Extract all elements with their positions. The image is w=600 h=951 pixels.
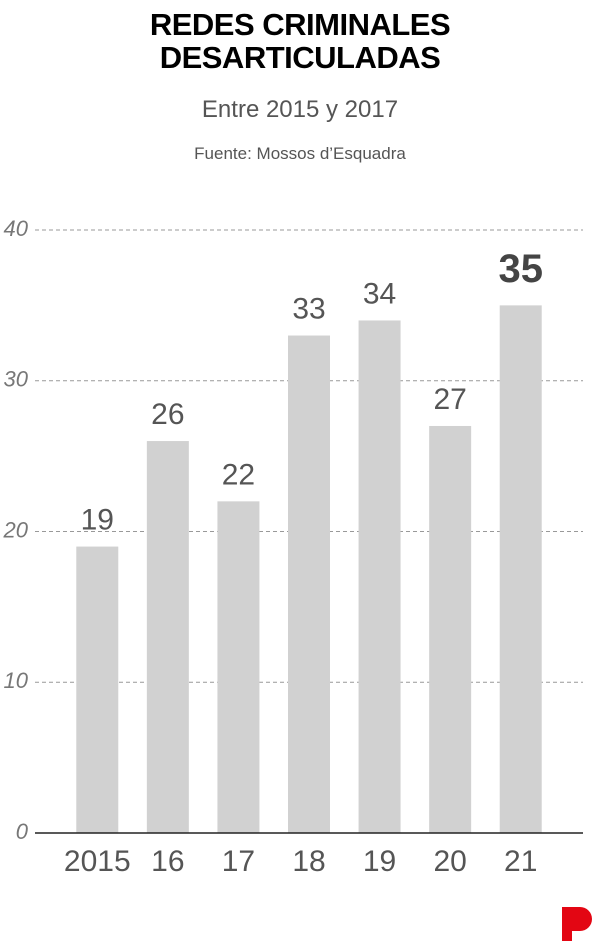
chart-subtitle: Entre 2015 y 2017 [201, 96, 399, 123]
y-tick-label: 10 [4, 668, 29, 693]
value-label: 33 [292, 292, 325, 325]
y-tick-label: 40 [4, 216, 29, 241]
x-tick-label: 2015 [64, 845, 131, 878]
chart-source: Fuente: Mossos d’Esquadra [194, 144, 406, 163]
x-tick-label: 17 [222, 845, 255, 878]
header: REDES CRIMINALES DESARTICULADAS Entre 20… [0, 8, 600, 164]
x-tick-label: 16 [151, 845, 184, 878]
bar [76, 546, 119, 833]
value-label: 27 [433, 383, 466, 416]
y-tick-label: 30 [4, 367, 29, 392]
logo [562, 907, 592, 941]
y-tick-label: 20 [3, 517, 29, 542]
bar [358, 320, 401, 833]
y-tick-label: 0 [16, 819, 29, 844]
value-label: 22 [222, 458, 255, 491]
x-tick-label: 20 [433, 845, 466, 878]
value-label: 26 [151, 398, 184, 431]
value-label: 34 [363, 277, 396, 310]
bar [146, 441, 189, 833]
bar [217, 501, 260, 833]
value-label: 19 [81, 503, 114, 536]
x-tick-label: 19 [363, 845, 396, 878]
value-label: 35 [498, 247, 543, 291]
x-tick-label: 18 [292, 845, 325, 878]
bar [429, 425, 472, 833]
bar [499, 305, 542, 833]
chart-title: REDES CRIMINALES DESARTICULADAS [149, 7, 451, 75]
x-tick-label: 21 [504, 845, 537, 878]
bar [288, 335, 330, 833]
